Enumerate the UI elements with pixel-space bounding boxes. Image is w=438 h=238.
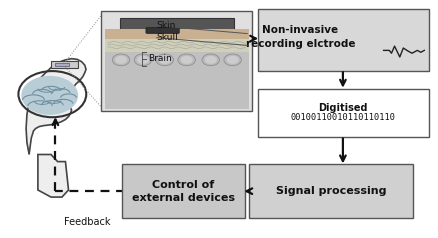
Ellipse shape — [158, 56, 170, 64]
Text: Skin: Skin — [155, 21, 175, 30]
Text: Feedback: Feedback — [64, 217, 110, 227]
Text: Control of
external devices: Control of external devices — [131, 179, 234, 203]
Ellipse shape — [177, 54, 195, 66]
Ellipse shape — [201, 54, 219, 66]
Polygon shape — [26, 59, 86, 154]
FancyBboxPatch shape — [146, 28, 179, 33]
Ellipse shape — [21, 76, 78, 115]
FancyBboxPatch shape — [257, 89, 427, 138]
Polygon shape — [38, 154, 68, 197]
FancyBboxPatch shape — [101, 11, 252, 111]
FancyBboxPatch shape — [257, 10, 427, 71]
FancyBboxPatch shape — [105, 52, 248, 109]
Text: Non-invasive
recording elctrode: Non-invasive recording elctrode — [245, 25, 354, 49]
Ellipse shape — [112, 54, 130, 66]
Ellipse shape — [180, 56, 192, 64]
Ellipse shape — [134, 54, 151, 66]
FancyBboxPatch shape — [105, 39, 248, 52]
Ellipse shape — [137, 56, 149, 64]
Ellipse shape — [115, 56, 127, 64]
FancyBboxPatch shape — [51, 61, 78, 68]
FancyBboxPatch shape — [120, 18, 233, 30]
Ellipse shape — [226, 56, 238, 64]
FancyBboxPatch shape — [105, 29, 248, 40]
FancyBboxPatch shape — [54, 63, 69, 66]
Ellipse shape — [204, 56, 216, 64]
Text: Brain: Brain — [148, 54, 172, 63]
FancyBboxPatch shape — [248, 164, 413, 218]
Ellipse shape — [223, 54, 241, 66]
Text: Digitised: Digitised — [318, 103, 367, 113]
Text: 00100110010110110110: 00100110010110110110 — [290, 113, 395, 122]
Ellipse shape — [155, 54, 173, 66]
FancyBboxPatch shape — [122, 164, 244, 218]
Text: Skull: Skull — [155, 33, 177, 42]
Text: Signal processing: Signal processing — [275, 186, 385, 196]
